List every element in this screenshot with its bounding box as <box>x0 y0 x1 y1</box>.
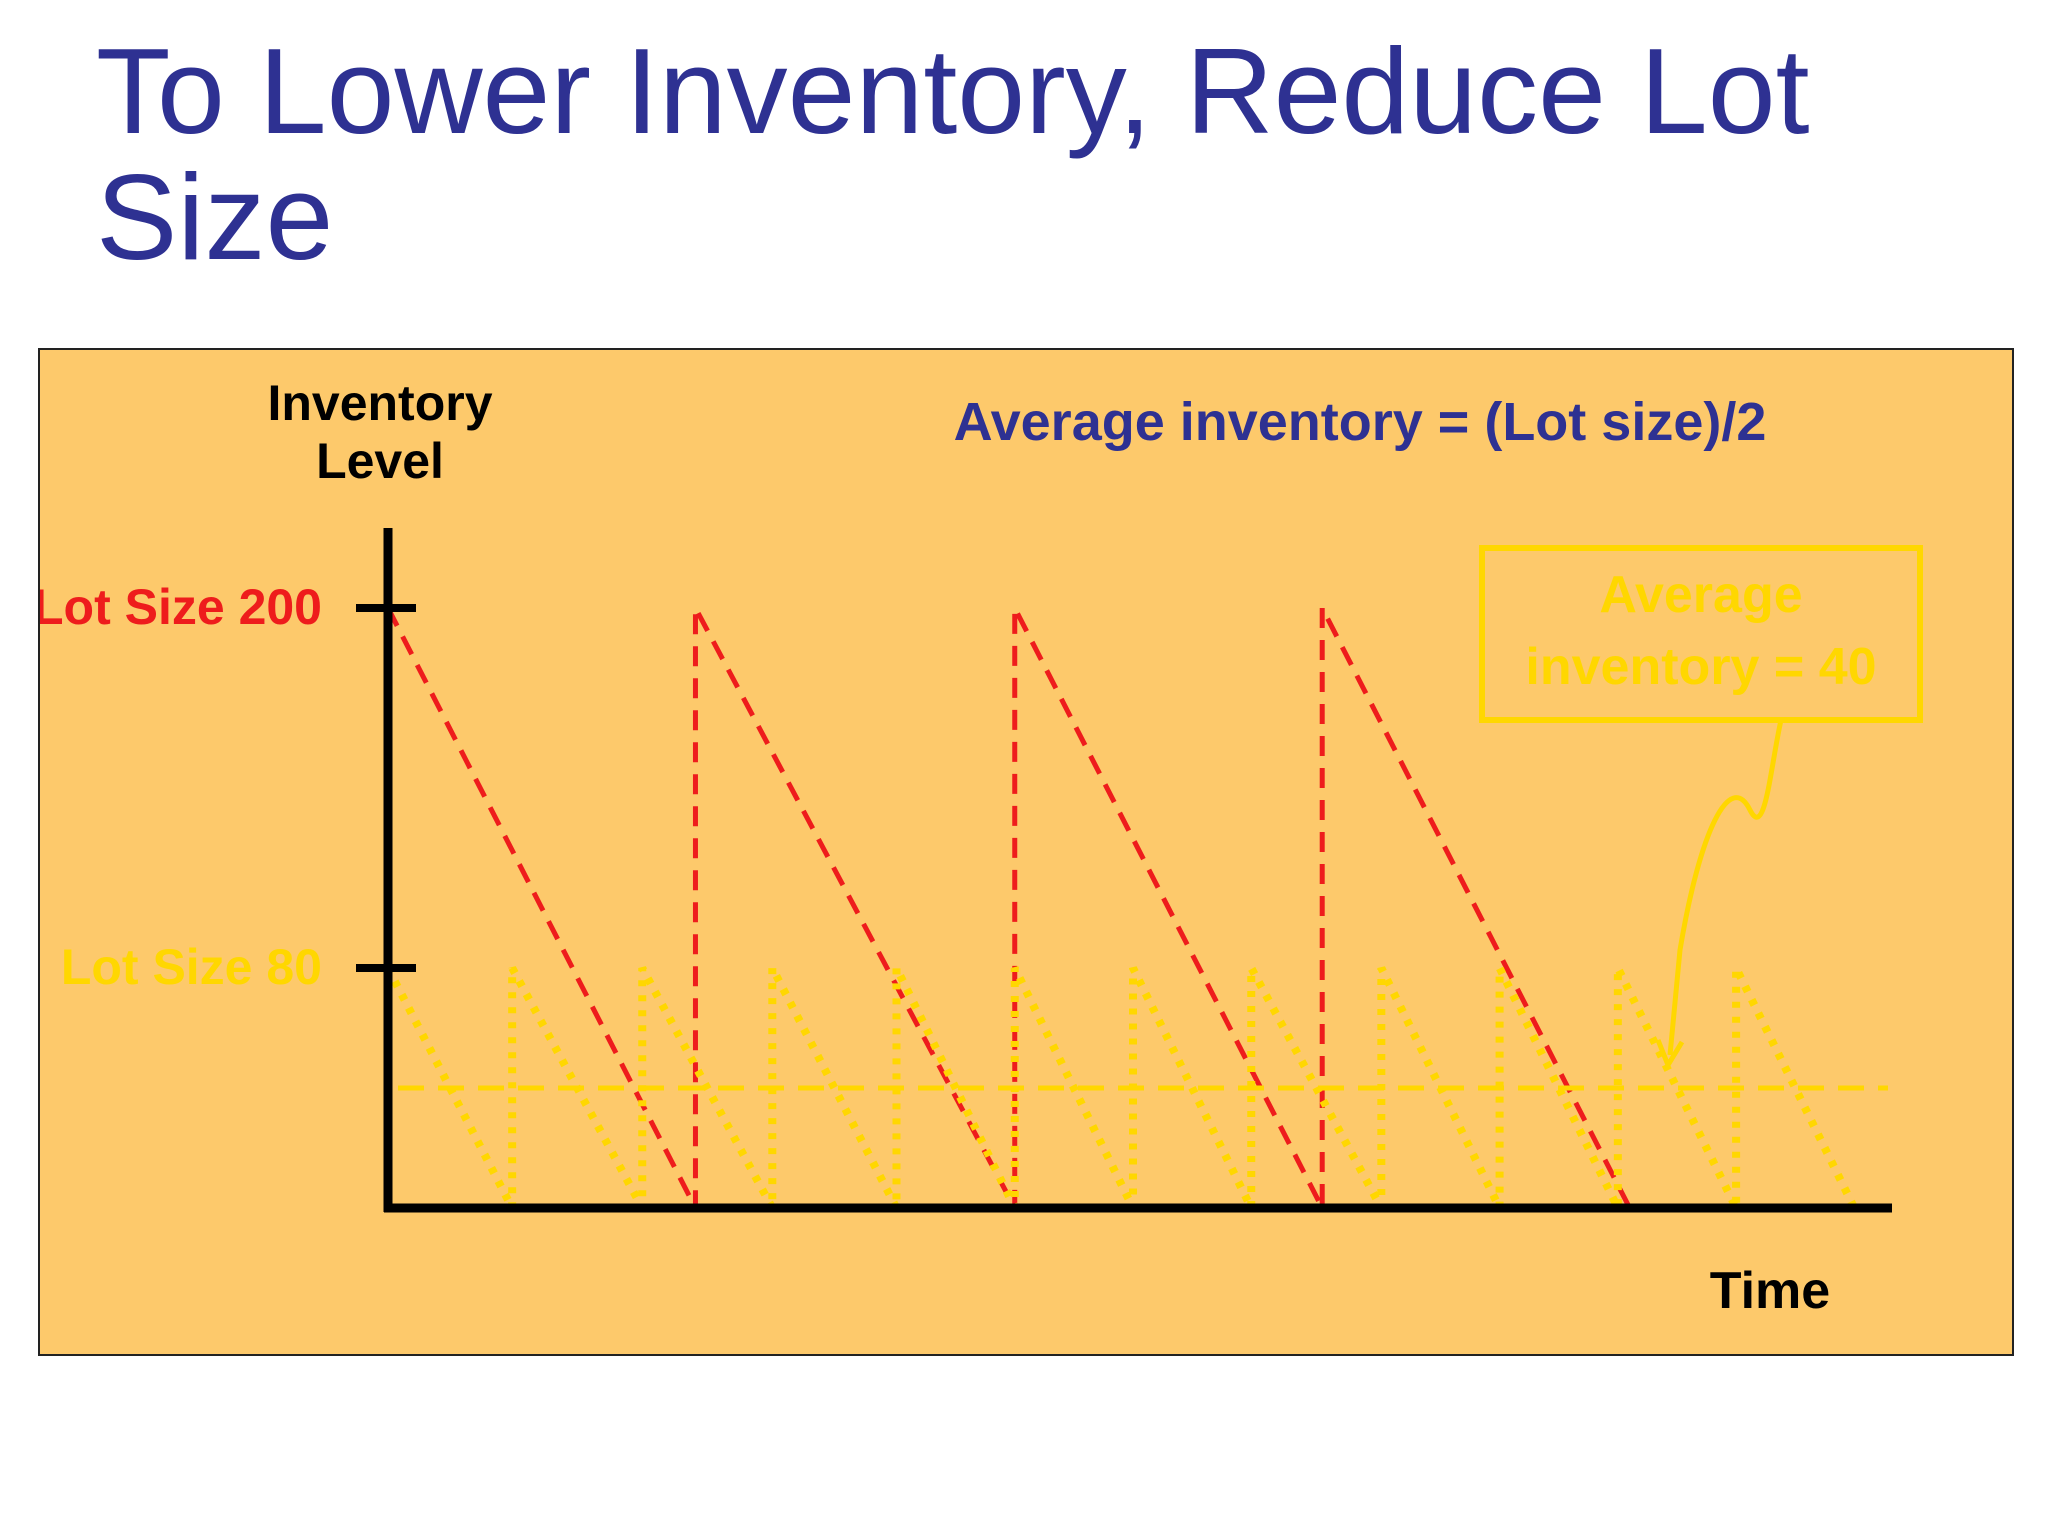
y-tick-label-80: Lot Size 80 <box>61 939 322 995</box>
y-ticks-layer: Lot Size 200 Lot Size 80 <box>40 579 416 995</box>
title-line-1: To Lower Inventory, Reduce Lot <box>96 23 1810 159</box>
callout-arrowhead <box>1655 1039 1685 1071</box>
y-tick-label-200: Lot Size 200 <box>40 579 322 635</box>
axes-layer <box>383 528 1892 1213</box>
formula-label: Average inventory = (Lot size)/2 <box>954 392 1767 452</box>
chart-background <box>40 350 2012 1354</box>
y-axis-label-line-2: Level <box>316 433 444 489</box>
callout-arrow <box>1667 719 1784 1056</box>
title-line-2: Size <box>96 149 334 285</box>
x-axis-label: Time <box>1710 1262 1830 1320</box>
slide-title: To Lower Inventory, Reduce Lot Size <box>96 28 1976 280</box>
series-line-lot200 <box>385 606 1632 1210</box>
callout-line-1: Average <box>1599 566 1802 624</box>
callout-box <box>1479 545 1923 723</box>
y-axis-label-line-1: Inventory <box>267 375 492 431</box>
chart-panel: Inventory Level Average inventory = (Lot… <box>38 348 2014 1356</box>
inventory-chart: Inventory Level Average inventory = (Lot… <box>40 350 2012 1354</box>
callout-line-2: inventory = 40 <box>1525 638 1876 696</box>
